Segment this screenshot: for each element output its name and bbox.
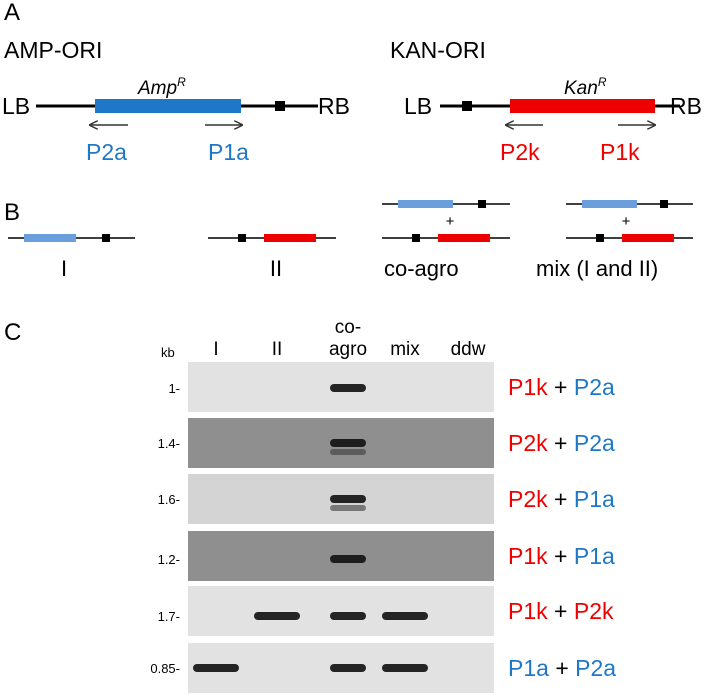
kan-ori-marker <box>462 101 472 111</box>
amp-rb-label: RB <box>318 93 350 119</box>
ori-marker <box>102 234 110 242</box>
size-marker: 1.7- <box>158 609 180 624</box>
lane-header-agro: agro <box>329 339 367 360</box>
plus-sign: + <box>622 213 631 230</box>
construct-ii-label: II <box>270 256 282 281</box>
lane-header-i: I <box>213 339 218 360</box>
construct-i: I <box>8 234 135 281</box>
size-marker: 1.2- <box>158 552 180 567</box>
amp-segment <box>24 234 76 242</box>
primer-p1a-label: P1a <box>208 139 249 165</box>
construct-co-agro-label: co-agro <box>384 256 459 281</box>
lane-header-co: co- <box>335 317 361 338</box>
gel-band <box>254 612 300 620</box>
amp-ori-marker <box>275 101 285 111</box>
panel-c-label: C <box>4 319 21 346</box>
ori-marker <box>238 234 246 242</box>
gel-band-smear <box>330 505 366 511</box>
primer-p2k-label: P2k <box>500 139 540 165</box>
kan-construct: LB RB KanR P2k P1k <box>404 75 702 165</box>
gel-band <box>193 664 239 672</box>
size-marker: 0.85- <box>150 661 180 676</box>
plus-sign: + <box>446 213 455 230</box>
gel-band <box>330 664 366 672</box>
gel-band <box>330 612 366 620</box>
construct-co-agro: + co-agro <box>382 200 510 281</box>
size-marker: 1.4- <box>158 436 180 451</box>
size-marker: 1- <box>168 381 180 396</box>
primer-pair-label: P1k + P1a <box>508 543 615 569</box>
kb-label: kb <box>161 345 175 360</box>
gel-band <box>382 612 428 620</box>
kan-resistance-gene <box>510 99 655 113</box>
gel-rows: 1- P1k + P2a 1.4- P2k + P2a 1.6- P2k + P1a 1.2… <box>150 362 616 693</box>
kan-gene-label: KanR <box>564 75 607 99</box>
amp-gene-label: AmpR <box>137 75 186 99</box>
primer-pair-label: P1k + P2a <box>508 374 615 400</box>
amp-lb-label: LB <box>2 93 30 119</box>
gel-row: 1.6- P2k + P1a <box>158 474 615 524</box>
construct-mix: + mix (I and II) <box>536 200 693 281</box>
kan-rb-label: RB <box>670 93 702 119</box>
gel-band <box>330 384 366 392</box>
primer-pair-label: P2k + P2a <box>508 430 615 456</box>
gel-row: 1.2- P1k + P1a <box>158 531 615 581</box>
amp-construct: LB RB AmpR P2a P1a <box>2 75 350 165</box>
gel-image <box>188 586 494 636</box>
gel-row: 1.7- P1k + P2k <box>158 586 614 636</box>
primer-p2a-label: P2a <box>86 139 127 165</box>
kan-ori-title: KAN-ORI <box>390 37 486 63</box>
panel-a-label: A <box>4 0 20 26</box>
primer-p1k-label: P1k <box>600 139 640 165</box>
gel-band <box>330 555 366 563</box>
construct-i-label: I <box>61 256 67 281</box>
panel-b-label: B <box>4 199 20 226</box>
primer-pair-label: P1a + P2a <box>508 655 616 681</box>
kan-segment <box>264 234 316 242</box>
gel-row: 1.4- P2k + P2a <box>158 418 615 468</box>
amp-ori-title: AMP-ORI <box>4 37 102 63</box>
lane-header-mix: mix <box>390 339 420 360</box>
construct-ii: II <box>208 234 336 281</box>
gel-band <box>330 439 366 447</box>
amp-resistance-gene <box>95 99 241 113</box>
kan-lb-label: LB <box>404 93 432 119</box>
lane-header-ii: II <box>272 339 283 360</box>
construct-mix-label: mix (I and II) <box>536 256 658 281</box>
primer-pair-label: P1k + P2k <box>508 598 614 624</box>
gel-band <box>330 495 366 503</box>
gel-row: 1- P1k + P2a <box>168 362 615 412</box>
gel-band <box>382 664 428 672</box>
gel-band-smear <box>330 449 366 455</box>
gel-row: 0.85- P1a + P2a <box>150 643 616 693</box>
primer-pair-label: P2k + P1a <box>508 486 615 512</box>
size-marker: 1.6- <box>158 492 180 507</box>
lane-header-ddw: ddw <box>451 339 486 360</box>
